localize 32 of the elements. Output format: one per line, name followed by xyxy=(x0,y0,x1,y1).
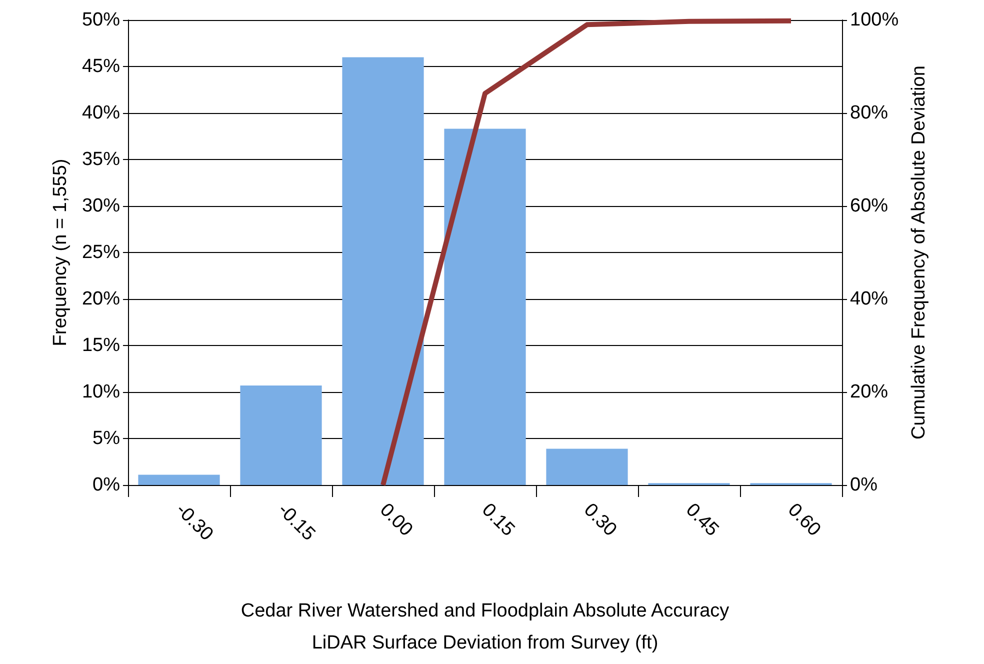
y-axis-title: Frequency (n = 1,555) xyxy=(50,158,71,346)
y-tick-label: 30% xyxy=(82,196,120,216)
x-axis-title: Cedar River Watershed and Floodplain Absolute Accuracy LiDAR Surface Deviation from Survey (ft) xyxy=(240,600,730,654)
y-tick-label: 15% xyxy=(82,335,120,356)
x-tick-label: 0.60 xyxy=(784,500,825,541)
y2-tick-label: 60% xyxy=(850,196,888,216)
x-tick-label: -0.30 xyxy=(172,500,218,546)
y-tick-label: 10% xyxy=(82,382,120,402)
bar xyxy=(444,128,526,485)
y2-tick-label: 100% xyxy=(850,10,899,30)
y-tick-label: 40% xyxy=(82,102,120,124)
y2-axis-title: Cumulative Frequency of Absolute Deviation xyxy=(908,66,930,440)
y-tick-label: 25% xyxy=(82,242,120,263)
y2-tick-label: 0% xyxy=(850,474,878,496)
y-tick-label: 50% xyxy=(82,10,120,30)
x-tick-label: 0.15 xyxy=(478,500,519,541)
y-tick-label: 35% xyxy=(82,149,120,170)
y2-tick-label: 20% xyxy=(850,382,888,402)
x-tick-label: -0.15 xyxy=(274,500,320,546)
y2-tick-label: 40% xyxy=(850,288,888,310)
bar xyxy=(138,474,220,485)
y-tick-label: 45% xyxy=(82,56,120,77)
x-tick-label: 0.30 xyxy=(580,500,621,541)
y-tick-label: 0% xyxy=(92,474,120,496)
bar xyxy=(342,57,424,485)
bar xyxy=(240,385,322,485)
y2-tick-label: 80% xyxy=(850,102,888,124)
x-tick-label: 0.45 xyxy=(682,500,723,541)
y-tick-label: 20% xyxy=(82,288,120,310)
bar xyxy=(546,448,628,485)
y-tick-label: 5% xyxy=(92,428,120,449)
x-tick-label: 0.00 xyxy=(376,500,417,541)
